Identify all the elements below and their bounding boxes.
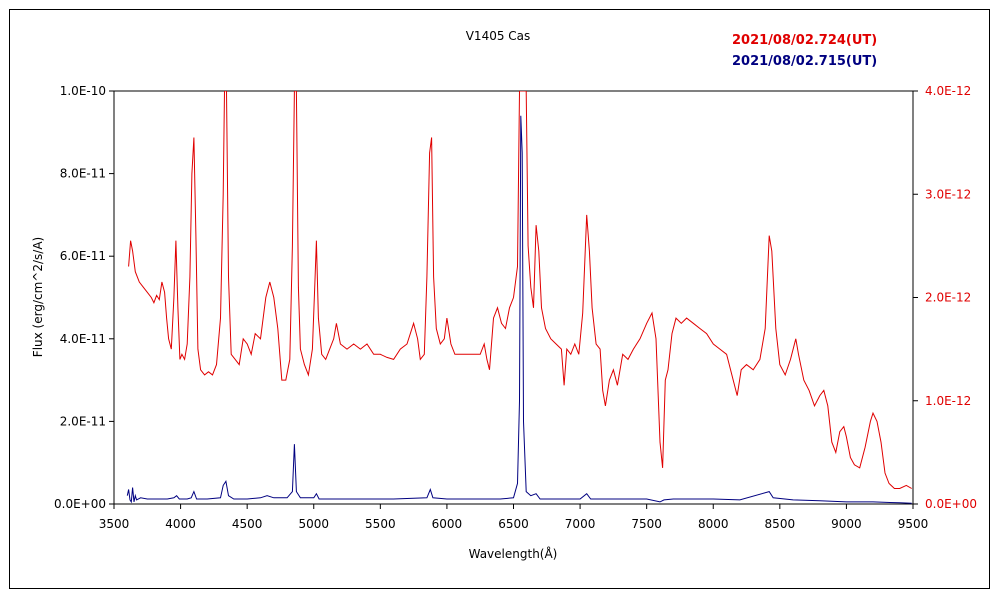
y-left-tick-label: 6.0E-11 [60,249,106,263]
y-left-tick-label: 0.0E+00 [54,497,106,511]
x-tick-label: 5000 [298,517,329,531]
x-tick-label: 8000 [698,517,729,531]
x-tick-label: 4000 [165,517,196,531]
y-left-tick-label: 2.0E-11 [60,414,106,428]
x-tick-label: 7000 [565,517,596,531]
series-line-red [128,91,912,489]
y-right-tick-label: 1.0E-12 [925,394,971,408]
x-tick-label: 3500 [99,517,130,531]
y-right-tick-label: 3.0E-12 [925,187,971,201]
x-tick-label: 7500 [631,517,662,531]
chart-frame [9,9,990,589]
x-tick-label: 4500 [232,517,263,531]
y-right-tick-label: 4.0E-12 [925,84,971,98]
x-tick-label: 9000 [831,517,862,531]
y-axis-label: Flux (erg/cm^2/s/A) [31,237,45,357]
x-axis-label: Wavelength(Å) [469,546,558,561]
x-tick-label: 8500 [765,517,796,531]
legend-entry-red: 2021/08/02.724(UT) [732,33,877,48]
y-right-tick-label: 0.0E+00 [925,497,977,511]
y-left-tick-label: 8.0E-11 [60,167,106,181]
x-tick-label: 6500 [498,517,529,531]
chart-title: V1405 Cas [466,29,531,43]
y-left-tick-label: 4.0E-11 [60,332,106,346]
x-tick-label: 6000 [432,517,463,531]
series-line-blue [126,115,912,504]
y-right-tick-label: 2.0E-12 [925,291,971,305]
x-tick-label: 5500 [365,517,396,531]
x-tick-label: 9500 [898,517,929,531]
y-left-tick-label: 1.0E-10 [60,84,106,98]
legend-entry-blue: 2021/08/02.715(UT) [732,54,877,69]
